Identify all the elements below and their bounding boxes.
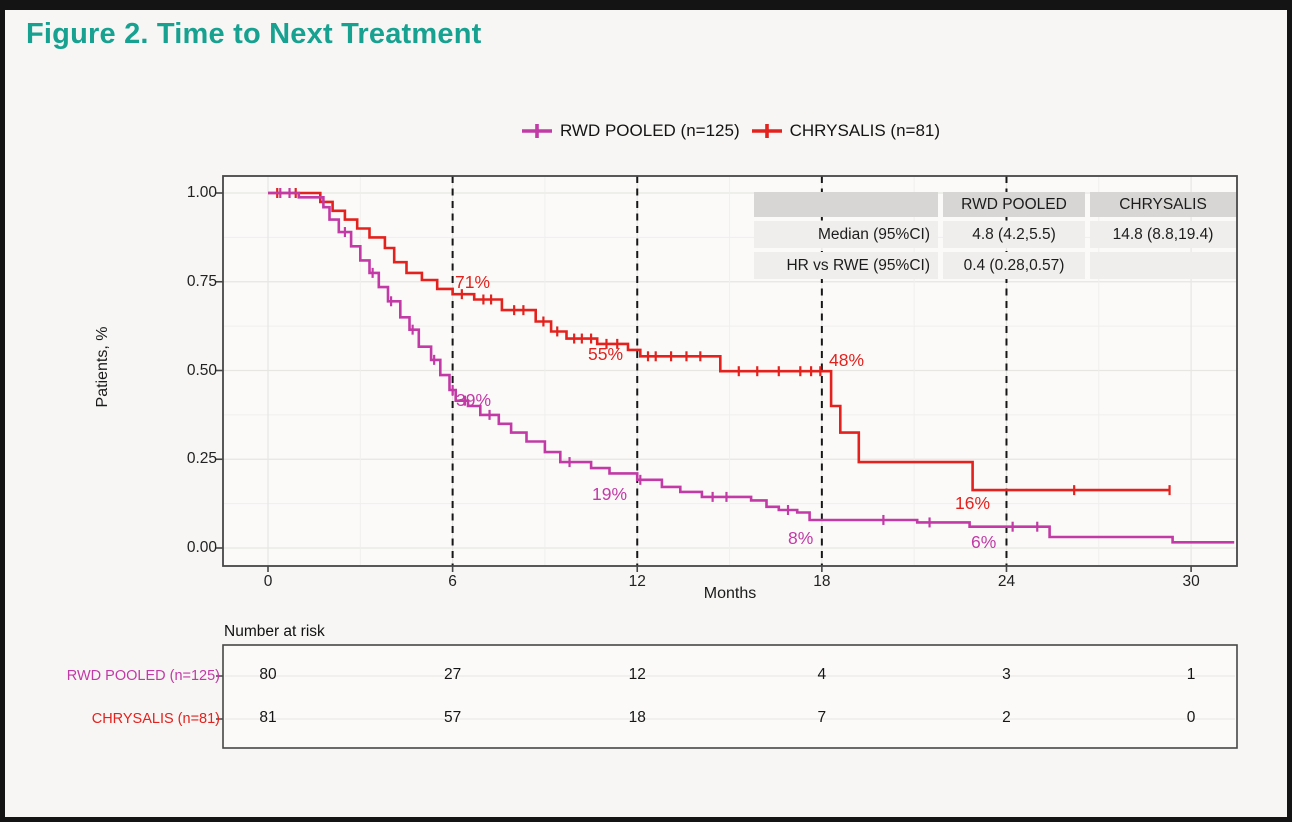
y-tick-label: 0.50 <box>186 361 217 379</box>
risk-row-label-chrysalis: CHRYSALIS (n=81) <box>91 711 220 727</box>
pct-annotation-chrysalis: 48% <box>829 350 865 370</box>
y-tick-label: 0.75 <box>186 272 217 290</box>
risk-count: 1 <box>1186 666 1196 683</box>
stats-header-chrysalis: CHRYSALIS <box>1090 192 1236 217</box>
figure-title: Figure 2. Time to Next Treatment <box>26 18 482 50</box>
risk-panel-box <box>222 644 1238 749</box>
legend-item-rwd-pooled: RWD POOLED (n=125) <box>520 121 740 141</box>
risk-count: 27 <box>443 666 462 683</box>
risk-count: 2 <box>1002 709 1011 726</box>
x-tick-label: 24 <box>997 573 1016 590</box>
stats-header-empty <box>754 192 938 217</box>
x-tick-label: 12 <box>628 573 646 590</box>
stats-inset-table: RWD POOLED CHRYSALIS Median (95%CI) 4.8 … <box>754 192 1236 279</box>
stats-row-label-hr: HR vs RWE (95%CI) <box>754 252 938 279</box>
y-tick-label: 0.00 <box>186 539 217 556</box>
pct-annotation-chrysalis: 71% <box>455 272 491 292</box>
y-tick-label: 1.00 <box>186 184 217 201</box>
stats-header-rwd-pooled: RWD POOLED <box>943 192 1085 217</box>
x-tick-label: 18 <box>813 573 831 590</box>
x-tick-label: 30 <box>1182 573 1200 590</box>
pct-annotation-rwd-pooled: 8% <box>788 528 814 548</box>
km-curve-chrysalis <box>268 191 1170 492</box>
risk-row-label-rwd-pooled: RWD POOLED (n=125) <box>66 668 220 684</box>
km-curve-rwd-pooled <box>268 191 1235 544</box>
risk-count: 7 <box>817 709 827 726</box>
risk-count: 4 <box>817 666 827 683</box>
pct-annotation-rwd-pooled: 39% <box>456 390 492 410</box>
risk-count: 0 <box>1186 709 1196 726</box>
stats-median-rwd-pooled: 4.8 (4.2,5.5) <box>943 221 1085 248</box>
x-tick-label: 6 <box>448 573 457 590</box>
risk-count: 18 <box>628 709 646 726</box>
y-axis-title: Patients, % <box>94 326 111 408</box>
x-tick-label: 0 <box>263 573 273 590</box>
risk-count: 80 <box>259 666 277 683</box>
pct-annotation-chrysalis: 55% <box>588 344 624 364</box>
stats-hr-rwd-pooled: 0.4 (0.28,0.57) <box>943 252 1085 279</box>
pct-annotation-chrysalis: 16% <box>955 493 991 513</box>
legend-item-chrysalis: CHRYSALIS (n=81) <box>750 121 940 141</box>
stats-hr-chrysalis <box>1090 252 1236 279</box>
rwd-pooled-key-icon <box>521 124 552 138</box>
stats-median-chrysalis: 14.8 (8.8,19.4) <box>1090 221 1236 248</box>
risk-count: 12 <box>628 666 646 683</box>
stats-row-label-median: Median (95%CI) <box>754 221 938 248</box>
chrysalis-key-icon <box>751 124 782 138</box>
legend-label-chrysalis: CHRYSALIS (n=81) <box>789 121 941 140</box>
legend-label-rwd-pooled: RWD POOLED (n=125) <box>559 121 740 140</box>
pct-annotation-rwd-pooled: 6% <box>971 532 997 552</box>
pct-annotation-rwd-pooled: 19% <box>592 484 628 504</box>
risk-count: 3 <box>1002 666 1011 683</box>
chart-legend: RWD POOLED (n=125) CHRYSALIS (n=81) <box>223 118 1237 144</box>
x-axis-title: Months <box>703 585 757 602</box>
number-at-risk-title: Number at risk <box>224 623 325 640</box>
risk-count: 57 <box>443 709 462 726</box>
risk-count: 81 <box>259 709 277 726</box>
y-tick-label: 0.25 <box>186 450 217 468</box>
